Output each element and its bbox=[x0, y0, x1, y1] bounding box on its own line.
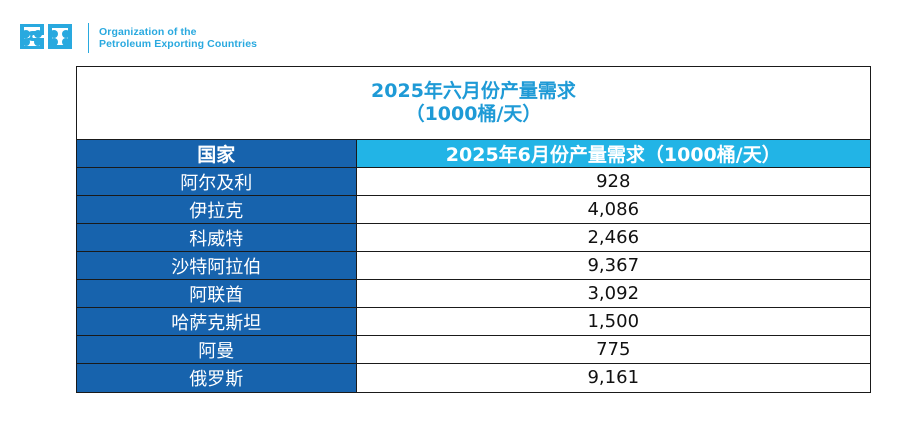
logo-separator bbox=[88, 23, 89, 53]
value-cell: 928 bbox=[356, 167, 870, 196]
country-cell: 俄罗斯 bbox=[77, 363, 357, 392]
value-cell: 775 bbox=[356, 335, 870, 364]
table-row: 俄罗斯 9,161 bbox=[77, 363, 870, 392]
value-cell: 9,161 bbox=[356, 363, 870, 392]
value-cell: 4,086 bbox=[356, 195, 870, 224]
table-row: 伊拉克 4,086 bbox=[77, 195, 870, 224]
column-header-production: 2025年6月份产量需求（1000桶/天） bbox=[356, 140, 870, 168]
table-row: 沙特阿拉伯 9,367 bbox=[77, 251, 870, 280]
table-header-row: 国家 2025年6月份产量需求（1000桶/天） bbox=[77, 140, 870, 168]
value-cell: 9,367 bbox=[356, 251, 870, 280]
table-row: 阿联酋 3,092 bbox=[77, 279, 870, 308]
country-cell: 阿曼 bbox=[77, 335, 357, 364]
country-cell: 哈萨克斯坦 bbox=[77, 307, 357, 336]
table-title: 2025年六月份产量需求 （1000桶/天） bbox=[77, 67, 870, 140]
production-table: 国家 2025年6月份产量需求（1000桶/天） 阿尔及利 928 伊拉克 4,… bbox=[77, 140, 870, 392]
value-cell: 3,092 bbox=[356, 279, 870, 308]
table-row: 科威特 2,466 bbox=[77, 223, 870, 252]
country-cell: 阿尔及利 bbox=[77, 167, 357, 196]
table-row: 哈萨克斯坦 1,500 bbox=[77, 307, 870, 336]
country-cell: 沙特阿拉伯 bbox=[77, 251, 357, 280]
production-table-container: 2025年六月份产量需求 （1000桶/天） 国家 2025年6月份产量需求（1… bbox=[76, 66, 871, 393]
country-cell: 科威特 bbox=[77, 223, 357, 252]
org-name-line2: Petroleum Exporting Countries bbox=[99, 38, 258, 50]
table-row: 阿尔及利 928 bbox=[77, 167, 870, 196]
table-title-line2: （1000桶/天） bbox=[405, 103, 542, 125]
org-name: Organization of the Petroleum Exporting … bbox=[99, 26, 257, 50]
org-name-line1: Organization of the bbox=[99, 26, 197, 38]
country-cell: 阿联酋 bbox=[77, 279, 357, 308]
country-cell: 伊拉克 bbox=[77, 195, 357, 224]
value-cell: 2,466 bbox=[356, 223, 870, 252]
column-header-country: 国家 bbox=[77, 140, 357, 168]
opec-header: Organization of the Petroleum Exporting … bbox=[18, 18, 257, 58]
opec-logo-icon bbox=[20, 24, 72, 49]
table-title-line1: 2025年六月份产量需求 bbox=[371, 80, 576, 102]
value-cell: 1,500 bbox=[356, 307, 870, 336]
table-row: 阿曼 775 bbox=[77, 335, 870, 364]
